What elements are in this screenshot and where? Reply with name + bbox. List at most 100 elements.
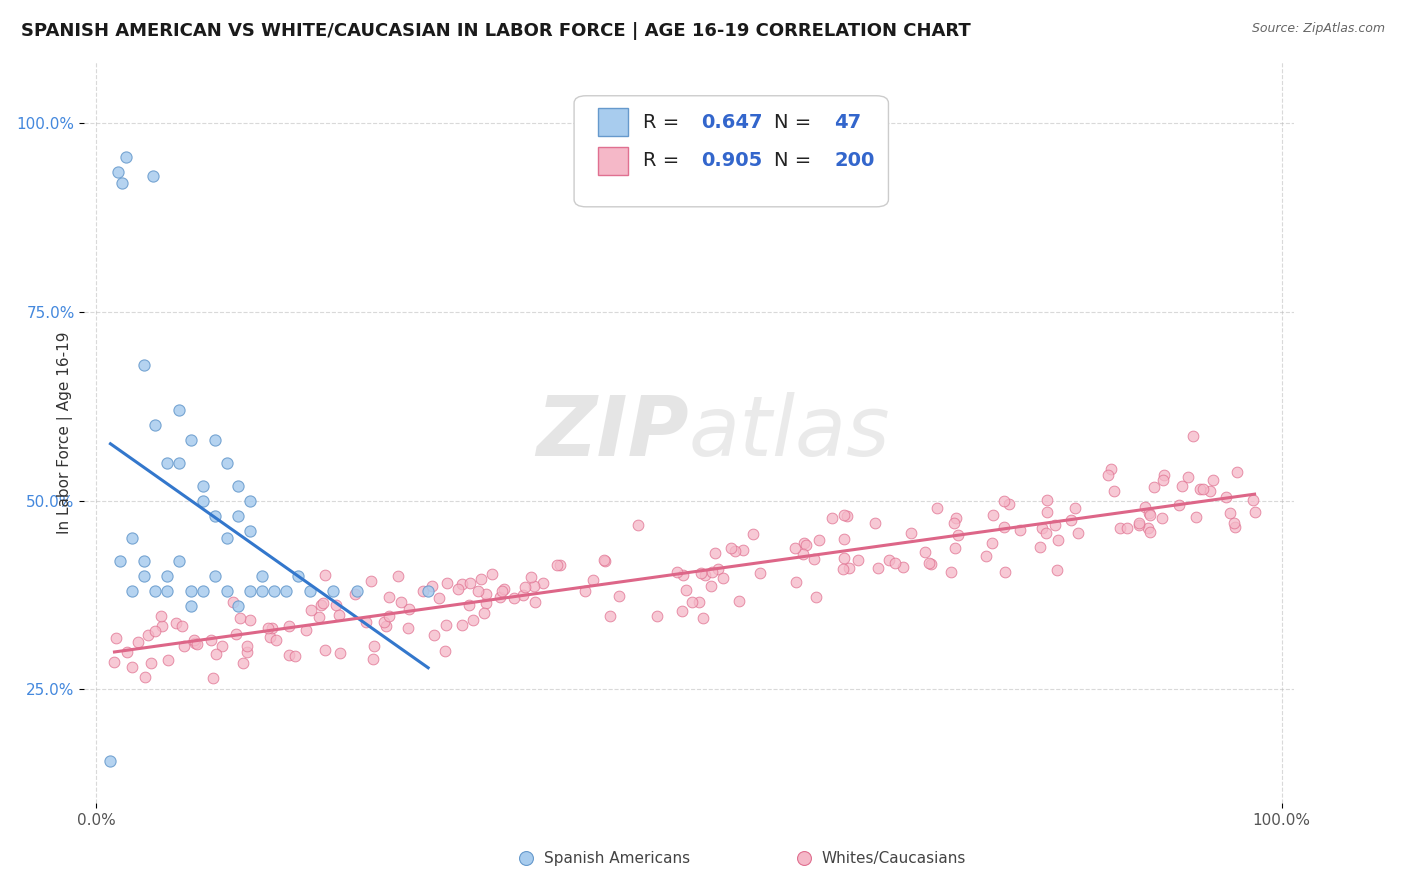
Point	[418, 584, 440, 599]
Point	[278, 619, 301, 633]
Point	[980, 535, 1002, 549]
Point	[704, 546, 727, 560]
Point	[877, 553, 900, 567]
Point	[183, 636, 205, 650]
FancyBboxPatch shape	[599, 108, 628, 136]
Point	[785, 575, 807, 590]
Point	[121, 659, 143, 673]
Point	[749, 566, 772, 581]
Point	[1226, 465, 1249, 479]
Point	[136, 628, 159, 642]
Point	[412, 583, 434, 598]
Point	[706, 562, 728, 576]
Point	[1109, 521, 1132, 535]
Text: 200: 200	[834, 152, 875, 170]
Point	[918, 556, 941, 570]
Point	[436, 575, 458, 590]
Point	[807, 533, 830, 548]
Point	[145, 624, 167, 639]
Point	[298, 584, 321, 599]
Point	[792, 548, 814, 562]
Text: ZIP: ZIP	[536, 392, 689, 473]
Point	[149, 609, 172, 624]
Point	[832, 532, 855, 546]
Point	[1241, 493, 1264, 508]
Point	[363, 639, 385, 653]
Point	[475, 596, 498, 610]
Y-axis label: In Labor Force | Age 16-19: In Labor Force | Age 16-19	[58, 331, 73, 534]
Point	[695, 567, 717, 582]
Point	[1064, 501, 1087, 516]
Point	[925, 500, 948, 515]
Point	[427, 591, 450, 605]
Point	[1143, 480, 1166, 494]
Point	[891, 560, 914, 574]
Point	[1036, 505, 1059, 519]
Point	[250, 584, 273, 599]
Point	[645, 608, 668, 623]
Point	[582, 573, 605, 587]
Point	[451, 577, 474, 591]
Point	[981, 508, 1004, 523]
Point	[742, 527, 765, 541]
Point	[920, 557, 942, 571]
Point	[145, 418, 167, 433]
Point	[838, 561, 860, 575]
Point	[1136, 520, 1159, 534]
Point	[205, 647, 228, 661]
Point	[793, 536, 815, 550]
Text: R =: R =	[643, 152, 686, 170]
Point	[132, 358, 155, 372]
Point	[512, 588, 534, 602]
Point	[312, 596, 335, 610]
Point	[105, 632, 128, 646]
Point	[186, 637, 208, 651]
Point	[1223, 516, 1246, 531]
Point	[139, 656, 162, 670]
Point	[127, 635, 149, 649]
Point	[523, 578, 546, 592]
Point	[489, 590, 512, 604]
Point	[1153, 468, 1175, 483]
Point	[314, 643, 336, 657]
Point	[593, 553, 616, 567]
Point	[434, 618, 457, 632]
Point	[309, 599, 332, 613]
Point	[1192, 482, 1215, 496]
Point	[1010, 523, 1032, 537]
Point	[250, 569, 273, 583]
Point	[204, 569, 226, 583]
Point	[993, 494, 1015, 508]
Point	[259, 630, 281, 644]
Point	[1168, 498, 1191, 512]
Point	[1047, 533, 1070, 547]
Point	[111, 177, 134, 191]
Point	[711, 571, 734, 585]
Point	[295, 624, 318, 638]
Point	[884, 557, 907, 571]
Point	[266, 632, 288, 647]
Point	[343, 587, 366, 601]
Point	[593, 554, 616, 568]
Point	[274, 584, 297, 599]
Point	[100, 754, 122, 768]
Point	[481, 566, 503, 581]
Point	[115, 150, 138, 164]
Point	[831, 561, 853, 575]
Point	[329, 646, 352, 660]
Point	[665, 566, 688, 580]
Point	[1029, 541, 1052, 555]
Point	[183, 632, 205, 647]
Point	[574, 583, 596, 598]
Point	[170, 619, 193, 633]
Point	[863, 516, 886, 530]
Point	[287, 569, 309, 583]
Point	[232, 656, 254, 670]
Point	[546, 558, 568, 572]
Point	[1137, 506, 1160, 520]
Point	[145, 584, 167, 599]
Point	[222, 595, 245, 609]
Point	[236, 645, 259, 659]
Point	[103, 655, 125, 669]
Point	[1060, 513, 1083, 527]
